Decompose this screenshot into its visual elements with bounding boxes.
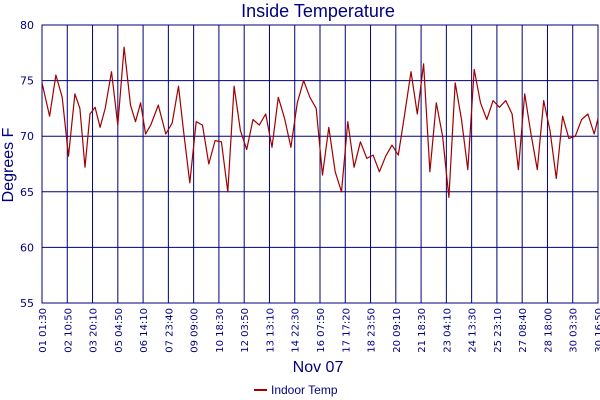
x-tick-label: 06 14:10: [139, 308, 150, 353]
x-tick-label: 23 04:10: [442, 308, 453, 353]
x-tick-label: 13 13:10: [265, 308, 276, 353]
x-tick-label: 01 01:30: [38, 308, 49, 353]
x-tick-label: 07 23:40: [164, 308, 175, 353]
legend: Indoor Temp: [254, 383, 338, 397]
x-tick-label: 02 10:50: [63, 308, 74, 353]
x-tick-label: 30 03:30: [569, 308, 580, 353]
x-tick-label: 14 22:30: [291, 308, 302, 353]
x-tick-label: 12 03:50: [240, 308, 251, 353]
y-tick-labels: 55 60 65 70 75 80: [20, 19, 34, 310]
x-tick-label: 17 17:20: [341, 308, 352, 353]
x-tick-label: 24 13:30: [468, 308, 479, 353]
x-tick-label: 18 23:50: [367, 308, 378, 353]
y-axis-label: Degrees F: [0, 127, 17, 202]
x-tick-label: 28 18:00: [543, 308, 554, 353]
x-axis-label: Nov 07: [293, 359, 344, 376]
y-tick-label: 55: [20, 297, 34, 310]
x-tick-label: 03 20:10: [89, 308, 100, 353]
x-tick-label: 25 23:10: [493, 308, 504, 353]
y-tick-label: 60: [20, 241, 34, 254]
x-tick-label: 30 16:50: [594, 308, 600, 353]
x-tick-label: 05 04:50: [114, 308, 125, 353]
grid: [41, 24, 599, 304]
x-tick-label: 16 07:50: [316, 308, 327, 353]
plot-frame: [41, 24, 599, 304]
series-layer: [41, 46, 599, 198]
y-tick-label: 70: [20, 130, 34, 143]
x-tick-label: 27 08:40: [518, 308, 529, 353]
chart-title: Inside Temperature: [241, 1, 395, 21]
x-tick-labels: 01 01:30 02 10:50 03 20:10 05 04:50 06 14:10…: [38, 308, 600, 353]
x-tick-label: 20 09:10: [392, 308, 403, 353]
series-line-indoor-temp: [41, 46, 599, 198]
y-tick-label: 75: [20, 75, 34, 88]
x-tick-label: 21 18:30: [417, 308, 428, 353]
y-tick-label: 80: [20, 19, 34, 32]
x-tick-label: 09 09:00: [190, 308, 201, 353]
x-tick-label: 10 18:30: [215, 308, 226, 353]
y-tick-label: 65: [20, 186, 34, 199]
legend-label-indoor-temp: Indoor Temp: [271, 383, 338, 397]
